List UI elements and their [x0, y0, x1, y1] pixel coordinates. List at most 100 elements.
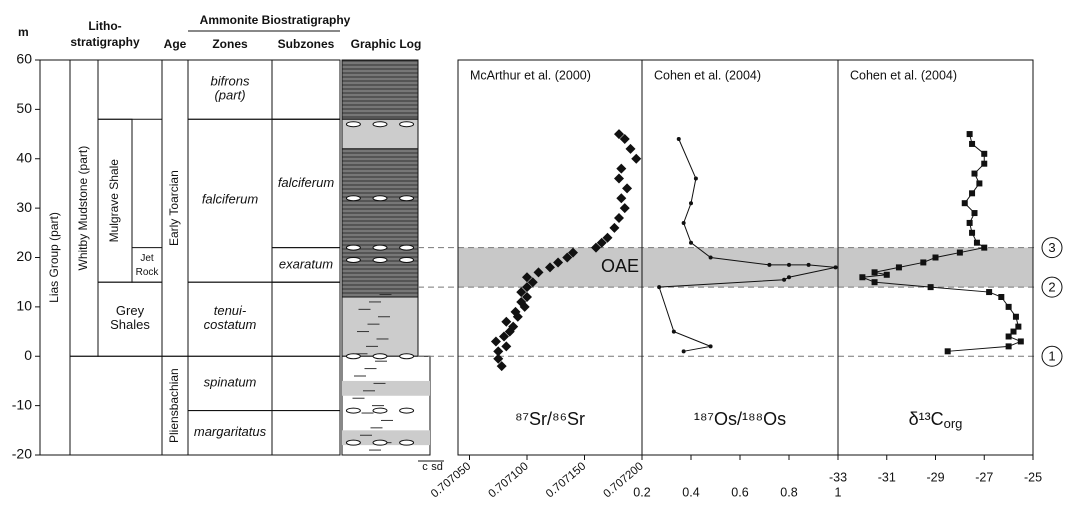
log-nodule [345, 244, 361, 251]
data-point [522, 282, 532, 293]
data-point [493, 346, 504, 357]
unit-label-line: bifrons [210, 74, 250, 89]
log-nodule [399, 407, 415, 414]
log-nodule [345, 353, 361, 360]
data-point [895, 264, 902, 271]
panel-title: Cohen et al. (2004) [654, 68, 761, 82]
header: Age [164, 37, 187, 51]
data-point [1005, 343, 1012, 350]
member-unit [97, 118, 133, 283]
header: Ammonite Biostratigraphy [200, 13, 351, 27]
data-point [562, 252, 573, 263]
data-point [782, 277, 787, 282]
y-tick-label: 40 [16, 149, 32, 165]
data-point [553, 257, 564, 268]
log-nodule [372, 256, 388, 263]
header: Litho- [88, 19, 121, 33]
panel-title: McArthur et al. (2000) [470, 68, 591, 82]
data-point [493, 353, 504, 364]
unit-box [97, 59, 163, 120]
data-point [533, 267, 544, 278]
horizon-label: 1 [1048, 349, 1055, 364]
data-point [966, 131, 973, 138]
log-nodule [399, 353, 415, 360]
subzone-cell [271, 59, 341, 120]
horizon-marker [1041, 276, 1063, 298]
data-point [619, 134, 630, 144]
unit-label: tenui-costatum [204, 304, 257, 333]
header: Graphic Log [351, 37, 422, 51]
y-tick-label: 20 [16, 248, 32, 264]
data-point [986, 289, 993, 296]
panel-xlabel: δ¹³Corg [909, 409, 963, 432]
data-point [631, 153, 642, 164]
x-tick-label: 0.707100 [486, 460, 530, 500]
data-point [681, 220, 686, 225]
axis-label: m [18, 25, 29, 39]
data-point [981, 160, 988, 167]
x-tick-label: 0.707150 [544, 460, 588, 500]
subzone-unit [271, 247, 341, 283]
data-point [657, 285, 662, 290]
log-nodule [372, 439, 388, 446]
data-point [787, 262, 791, 267]
unit-label: spinatum [204, 375, 257, 390]
unit-label: bifrons (part) [210, 74, 250, 103]
data-point [568, 247, 578, 258]
data-point [596, 237, 607, 248]
unit-box [69, 355, 163, 456]
unit-label-line: margaritatus [194, 424, 267, 439]
data-point [976, 180, 983, 187]
x-tick-label: -25 [1024, 470, 1042, 484]
data-point [602, 232, 613, 243]
y-tick-label: 50 [16, 100, 32, 116]
log-bed [342, 380, 430, 396]
data-point [614, 173, 624, 184]
data-point [516, 296, 527, 307]
xlabel-main: ¹⁸⁷Os/¹⁸⁸Os [694, 409, 786, 429]
oae-band [458, 247, 1033, 288]
data-point [927, 284, 934, 291]
unit-label: falciferum [202, 192, 259, 207]
data-point [981, 244, 988, 251]
horizon-marker [1041, 237, 1063, 259]
y-tick-label: 30 [16, 199, 32, 215]
log-scale-label: c [422, 461, 428, 473]
log-nodule [399, 121, 415, 128]
data-point [871, 279, 878, 286]
data-point [527, 277, 538, 288]
x-tick-label: 0.2 [633, 485, 650, 499]
panel-xlabel: ⁸⁷Sr/⁸⁶Sr [515, 409, 585, 429]
data-point [1015, 323, 1022, 330]
x-tick-label: -33 [829, 470, 847, 484]
data-point [708, 344, 713, 349]
log-nodule [372, 244, 388, 251]
data-point [614, 129, 624, 140]
data-point [1017, 338, 1024, 345]
data-point [920, 259, 927, 266]
log-bed [341, 148, 419, 298]
y-tick-label: 60 [16, 51, 32, 67]
data-point [501, 316, 512, 327]
y-tick-label: -10 [12, 396, 32, 412]
unit-label: Jet Rock [136, 253, 160, 278]
log-nodule [345, 439, 361, 446]
unit-label-line: Grey [116, 304, 145, 319]
subzone-cell [271, 281, 341, 357]
data-point [545, 262, 555, 273]
unit-label: Grey Shales [110, 304, 150, 333]
oae-label: OAE [601, 256, 639, 276]
data-point [693, 176, 698, 181]
data-point [619, 203, 630, 214]
data-point [871, 269, 878, 276]
unit-label: Whitby Mudstone (part) [76, 146, 90, 271]
data-point [708, 255, 713, 260]
data-line [658, 138, 836, 352]
panel-xlabel: ¹⁸⁷Os/¹⁸⁸Os [694, 409, 786, 429]
data-point [961, 200, 968, 207]
unit-label: Early Toarcian [167, 170, 181, 246]
data-point [966, 219, 973, 226]
unit-label: Mulgrave Shale [107, 159, 121, 243]
x-tick-label: 0.8 [780, 485, 797, 499]
